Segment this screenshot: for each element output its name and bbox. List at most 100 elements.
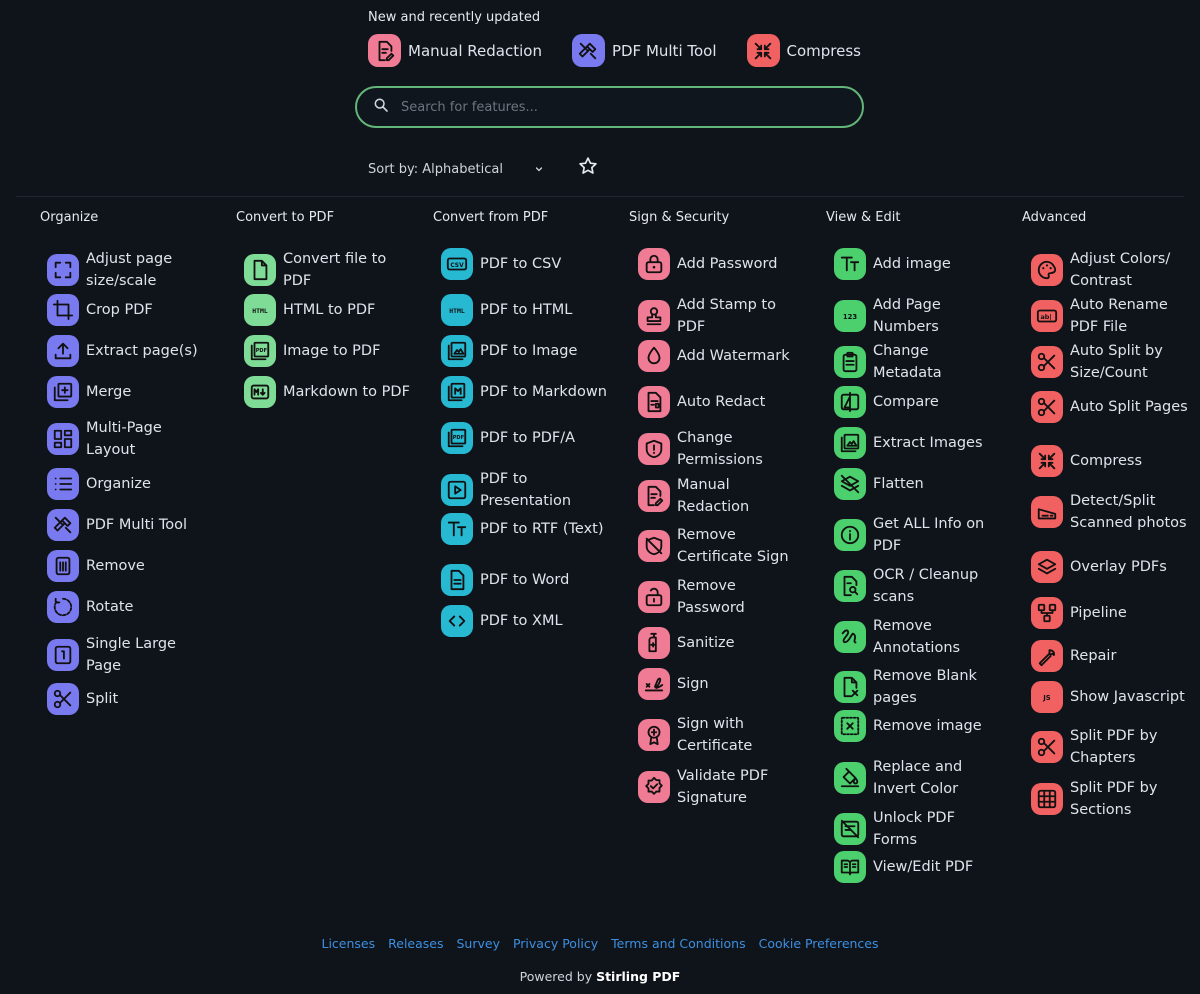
tool-item-pipeline[interactable]: Pipeline [1031, 597, 1198, 629]
tool-item-pdf-to-csv[interactable]: CSV PDF to CSV [441, 248, 608, 280]
tool-item-repair[interactable]: Repair [1031, 640, 1198, 672]
tool-item-detect-split-scanned-photos[interactable]: Detect/Split Scanned photos [1031, 490, 1198, 534]
footer-link-cookie-preferences[interactable]: Cookie Preferences [758, 936, 879, 951]
tool-label: PDF to Markdown [480, 384, 607, 400]
tool-item-ocr-cleanup-scans[interactable]: OCR / Cleanup scans [834, 564, 1001, 608]
tool-item-extract-page-s[interactable]: Extract page(s) [47, 335, 214, 367]
tool-item-auto-redact[interactable]: Auto Redact [638, 386, 805, 418]
tool-item-view-edit-pdf[interactable]: View/Edit PDF [834, 851, 1001, 883]
scissors-icon [1031, 346, 1063, 378]
tool-label: Repair [1070, 648, 1117, 664]
tool-item-pdf-to-pdf-a[interactable]: PDF PDF to PDF/A [441, 422, 608, 454]
tool-item-adjust-colors-contrast[interactable]: Adjust Colors/ Contrast [1031, 248, 1198, 292]
wrench-icon [1031, 640, 1063, 672]
tool-item-pdf-to-xml[interactable]: PDF to XML [441, 605, 608, 637]
tool-item-compare[interactable]: Compare [834, 386, 1001, 418]
tool-item-flatten[interactable]: Flatten [834, 468, 1001, 500]
tool-item-rotate[interactable]: Rotate [47, 591, 214, 623]
footer-link-licenses[interactable]: Licenses [321, 936, 376, 951]
tool-label: Auto Split by Size/Count [1070, 343, 1163, 381]
tool-label: Split PDF by Chapters [1070, 728, 1158, 766]
tool-item-multi-page-layout[interactable]: Multi-Page Layout [47, 417, 214, 461]
tool-item-overlay-pdfs[interactable]: Overlay PDFs [1031, 551, 1198, 583]
tool-item-change-metadata[interactable]: Change Metadata [834, 340, 1001, 384]
tool-label: Add Page Numbers [873, 297, 941, 335]
tool-item-show-javascript[interactable]: JS Show Javascript [1031, 681, 1198, 713]
tool-item-organize[interactable]: Organize [47, 468, 214, 500]
tool-item-get-all-info-on-pdf[interactable]: Get ALL Info on PDF [834, 513, 1001, 557]
tool-item-add-stamp-to-pdf[interactable]: Add Stamp to PDF [638, 294, 805, 338]
tool-item-remove-image[interactable]: Remove image [834, 710, 1001, 742]
tool-item-replace-and-invert-color[interactable]: Replace and Invert Color [834, 756, 1001, 800]
tool-item-unlock-pdf-forms[interactable]: Unlock PDF Forms [834, 807, 1001, 851]
tool-item-pdf-to-markdown[interactable]: PDF to Markdown [441, 376, 608, 408]
tool-item-split-pdf-by-sections[interactable]: Split PDF by Sections [1031, 777, 1198, 821]
tool-label: Sign with Certificate [677, 716, 753, 754]
tool-item-markdown-to-pdf[interactable]: Markdown to PDF [244, 376, 411, 408]
shield-icon [638, 433, 670, 465]
tool-item-add-watermark[interactable]: Add Watermark [638, 340, 805, 372]
tool-item-auto-split-by-size-count[interactable]: Auto Split by Size/Count [1031, 340, 1198, 384]
tool-item-single-large-page[interactable]: Single Large Page [47, 633, 214, 677]
recent-item-pdf-multi-tool[interactable]: PDF Multi Tool [571, 34, 717, 67]
tool-item-crop-pdf[interactable]: Crop PDF [47, 294, 214, 326]
tool-item-adjust-page-size-scale[interactable]: Adjust page size/scale [47, 248, 214, 292]
tool-item-manual-redaction[interactable]: Manual Redaction [638, 474, 805, 518]
search-input[interactable] [401, 99, 841, 115]
tool-item-pdf-to-rtf-text[interactable]: PDF to RTF (Text) [441, 513, 608, 545]
tool-item-sanitize[interactable]: Sanitize [638, 627, 805, 659]
tool-item-pdf-multi-tool[interactable]: PDF Multi Tool [47, 509, 214, 541]
tool-item-pdf-to-html[interactable]: HTML PDF to HTML [441, 294, 608, 326]
workflow-icon [1031, 597, 1063, 629]
tool-item-split[interactable]: Split [47, 683, 214, 715]
tool-item-add-page-numbers[interactable]: 123 Add Page Numbers [834, 294, 1001, 338]
powered-brand[interactable]: Stirling PDF [596, 969, 681, 984]
tool-item-add-password[interactable]: Add Password [638, 248, 805, 280]
tool-item-validate-pdf-signature[interactable]: Validate PDF Signature [638, 765, 805, 809]
tool-label: Extract page(s) [86, 343, 198, 359]
footer-link-survey[interactable]: Survey [456, 936, 500, 951]
footer-link-terms-and-conditions[interactable]: Terms and Conditions [611, 936, 746, 951]
tool-label: Sanitize [677, 635, 735, 651]
search-bar [355, 86, 864, 128]
tool-item-convert-file-to-pdf[interactable]: Convert file to PDF [244, 248, 411, 292]
markdown-m-icon [441, 376, 473, 408]
column-title: Convert from PDF [433, 210, 549, 225]
tool-item-remove-certificate-sign[interactable]: Remove Certificate Sign [638, 524, 805, 568]
tool-label: Markdown to PDF [283, 384, 410, 400]
tool-item-merge[interactable]: Merge [47, 376, 214, 408]
tool-item-extract-images[interactable]: Extract Images [834, 427, 1001, 459]
tool-item-pdf-to-word[interactable]: PDF to Word [441, 564, 608, 596]
signature-icon [638, 668, 670, 700]
svg-text:123: 123 [843, 313, 858, 321]
svg-text:HTML: HTML [449, 307, 465, 315]
tool-item-add-image[interactable]: Add image [834, 248, 1001, 280]
tool-item-pdf-to-image[interactable]: PDF to Image [441, 335, 608, 367]
tool-item-split-pdf-by-chapters[interactable]: Split PDF by Chapters [1031, 725, 1198, 769]
tool-item-remove[interactable]: Remove [47, 550, 214, 582]
favorites-toggle[interactable] [578, 156, 598, 180]
sort-dropdown[interactable]: Sort by: Alphabetical [368, 160, 545, 179]
tool-item-remove-password[interactable]: Remove Password [638, 575, 805, 619]
tool-item-remove-annotations[interactable]: Remove Annotations [834, 615, 1001, 659]
tool-item-remove-blank-pages[interactable]: Remove Blank pages [834, 665, 1001, 709]
tool-label: OCR / Cleanup scans [873, 567, 979, 605]
tool-item-sign-with-certificate[interactable]: Sign with Certificate [638, 713, 805, 757]
tool-item-compress[interactable]: Compress [1031, 445, 1198, 477]
tool-label: Merge [86, 384, 132, 400]
recent-item-compress[interactable]: Compress [746, 34, 861, 67]
tool-item-auto-rename-pdf-file[interactable]: ab| Auto Rename PDF File [1031, 294, 1198, 338]
svg-text:ab|: ab| [1040, 313, 1051, 322]
tool-label: Show Javascript [1070, 689, 1185, 705]
html-icon: HTML [244, 294, 276, 326]
tool-item-html-to-pdf[interactable]: HTML HTML to PDF [244, 294, 411, 326]
recent-item-manual-redaction[interactable]: Manual Redaction [368, 34, 542, 67]
footer-link-privacy-policy[interactable]: Privacy Policy [512, 936, 599, 951]
tool-label: Remove Blank pages [873, 668, 977, 706]
tool-item-pdf-to-presentation[interactable]: PDF to Presentation [441, 468, 608, 512]
tool-item-change-permissions[interactable]: Change Permissions [638, 427, 805, 471]
tool-item-sign[interactable]: Sign [638, 668, 805, 700]
tool-item-auto-split-pages[interactable]: Auto Split Pages [1031, 391, 1198, 423]
tool-item-image-to-pdf[interactable]: PDF Image to PDF [244, 335, 411, 367]
footer-link-releases[interactable]: Releases [388, 936, 444, 951]
